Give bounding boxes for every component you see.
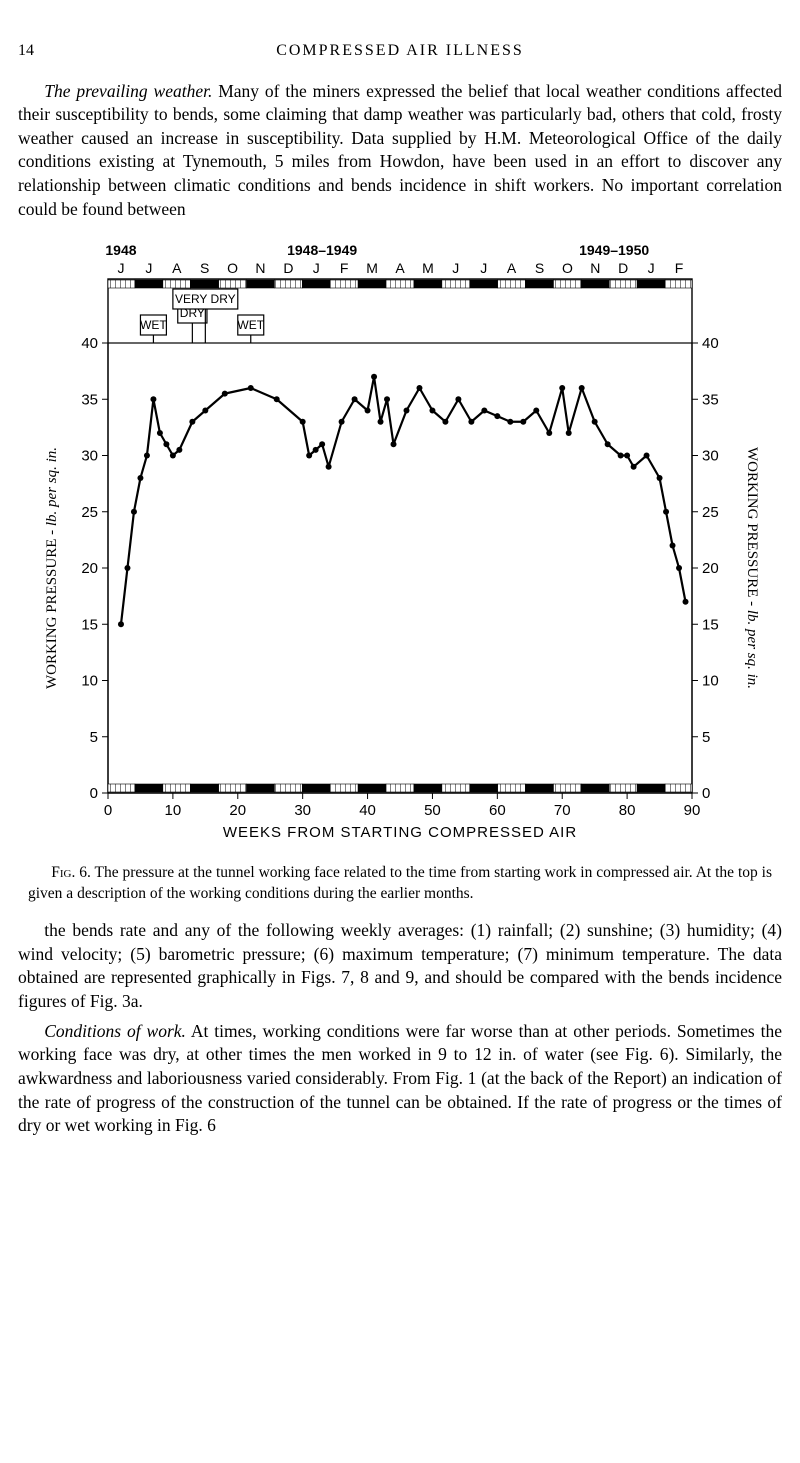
- svg-text:0: 0: [90, 785, 98, 802]
- svg-text:A: A: [507, 260, 517, 276]
- svg-text:1948–1949: 1948–1949: [287, 242, 357, 258]
- svg-text:J: J: [452, 260, 459, 276]
- caption-lead: Fig. 6.: [51, 864, 91, 881]
- svg-text:J: J: [313, 260, 320, 276]
- svg-text:70: 70: [554, 802, 571, 819]
- svg-text:N: N: [590, 260, 600, 276]
- svg-text:WET: WET: [140, 318, 167, 332]
- svg-text:S: S: [535, 260, 544, 276]
- svg-text:20: 20: [702, 560, 719, 577]
- svg-text:J: J: [145, 260, 152, 276]
- para3-lead-italic: Conditions of work.: [44, 1021, 186, 1041]
- paragraph-3: Conditions of work. At times, working co…: [18, 1020, 782, 1138]
- svg-text:M: M: [422, 260, 434, 276]
- svg-text:O: O: [227, 260, 238, 276]
- svg-text:25: 25: [702, 504, 719, 521]
- caption-text: The pressure at the tunnel working face …: [28, 864, 772, 902]
- svg-text:80: 80: [619, 802, 636, 819]
- running-head: 14 COMPRESSED AIR ILLNESS: [18, 40, 782, 62]
- svg-text:35: 35: [702, 392, 719, 409]
- svg-text:WET: WET: [237, 318, 264, 332]
- figure-6-chart: 1948 1948–1949 1949–1950 J J A S O N D J F M A M J J A S O N…: [30, 237, 770, 857]
- svg-text:D: D: [283, 260, 293, 276]
- svg-text:25: 25: [81, 504, 98, 521]
- svg-text:WORKING PRESSURE - lb. per sq.: WORKING PRESSURE - lb. per sq. in.: [44, 447, 60, 689]
- svg-text:1949–1950: 1949–1950: [579, 242, 649, 258]
- page: 14 COMPRESSED AIR ILLNESS The prevailing…: [0, 0, 800, 1184]
- svg-text:A: A: [395, 260, 405, 276]
- svg-text:F: F: [675, 260, 684, 276]
- svg-text:60: 60: [489, 802, 506, 819]
- svg-text:J: J: [117, 260, 124, 276]
- svg-text:5: 5: [702, 729, 710, 746]
- svg-text:WEEKS FROM STARTING COMPRESSED: WEEKS FROM STARTING COMPRESSED AIR: [223, 824, 577, 841]
- svg-text:20: 20: [81, 560, 98, 577]
- svg-text:10: 10: [81, 673, 98, 690]
- page-number: 14: [18, 40, 60, 62]
- svg-text:10: 10: [702, 673, 719, 690]
- svg-text:30: 30: [81, 448, 98, 465]
- svg-text:20: 20: [229, 802, 246, 819]
- svg-text:15: 15: [81, 617, 98, 634]
- svg-text:WORKING PRESSURE - lb. per sq.: WORKING PRESSURE - lb. per sq. in.: [744, 447, 760, 689]
- svg-text:40: 40: [359, 802, 376, 819]
- svg-text:50: 50: [424, 802, 441, 819]
- svg-text:S: S: [200, 260, 209, 276]
- svg-text:30: 30: [702, 448, 719, 465]
- svg-text:10: 10: [165, 802, 182, 819]
- svg-text:90: 90: [684, 802, 701, 819]
- svg-text:N: N: [255, 260, 265, 276]
- svg-text:J: J: [480, 260, 487, 276]
- svg-text:F: F: [340, 260, 349, 276]
- svg-text:30: 30: [294, 802, 311, 819]
- paragraph-2: the bends rate and any of the following …: [18, 919, 782, 1014]
- svg-text:0: 0: [104, 802, 112, 819]
- svg-text:0: 0: [702, 785, 710, 802]
- svg-text:1948: 1948: [105, 242, 136, 258]
- svg-text:35: 35: [81, 392, 98, 409]
- svg-text:5: 5: [90, 729, 98, 746]
- svg-text:J: J: [648, 260, 655, 276]
- svg-text:M: M: [366, 260, 378, 276]
- svg-text:A: A: [172, 260, 182, 276]
- svg-text:VERY DRY: VERY DRY: [175, 292, 236, 306]
- paragraph-1: The prevailing weather. Many of the mine…: [18, 80, 782, 222]
- para1-rest: Many of the miners expressed the belief …: [18, 81, 782, 219]
- figure-6-caption: Fig. 6. The pressure at the tunnel worki…: [28, 863, 772, 905]
- para1-lead-italic: The prevailing weather.: [44, 81, 212, 101]
- svg-text:40: 40: [702, 335, 719, 352]
- chapter-title: COMPRESSED AIR ILLNESS: [60, 40, 740, 62]
- svg-text:O: O: [562, 260, 573, 276]
- svg-text:D: D: [618, 260, 628, 276]
- svg-text:15: 15: [702, 617, 719, 634]
- svg-text:40: 40: [81, 335, 98, 352]
